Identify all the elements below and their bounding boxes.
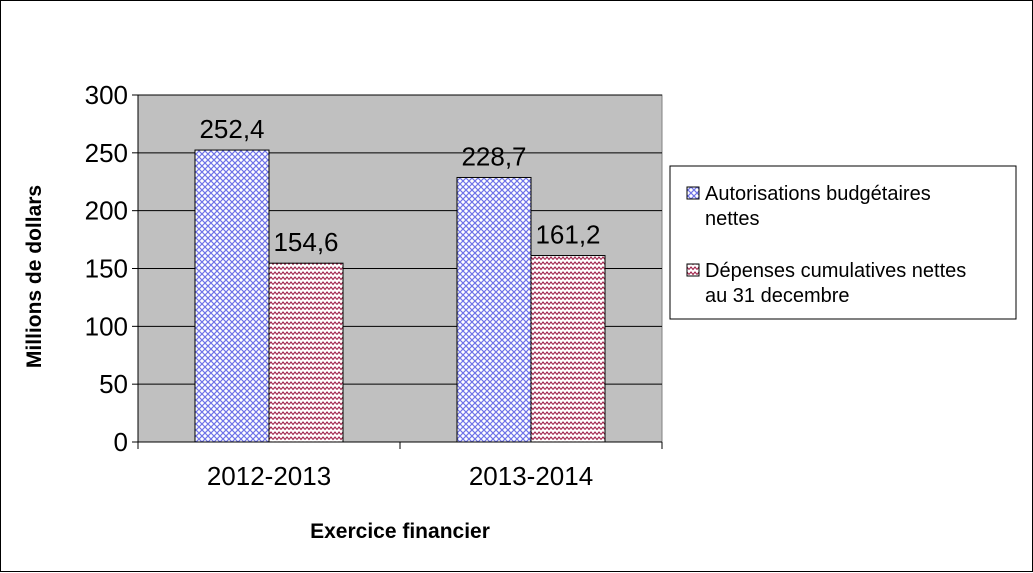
legend-swatch	[686, 263, 700, 277]
y-tick-label: 150	[85, 254, 128, 284]
bar-depenses[interactable]	[268, 262, 344, 443]
x-tick-label: 2013-2014	[469, 461, 593, 491]
data-label: 252,4	[199, 114, 264, 144]
x-axis-title: Exercice financier	[310, 520, 490, 543]
legend-label: Dépenses cumulatives nettes	[705, 260, 966, 282]
legend-box	[669, 165, 1017, 320]
y-tick-label: 0	[114, 427, 128, 457]
data-label: 154,6	[273, 227, 338, 257]
y-tick-label: 250	[85, 138, 128, 168]
y-tick-label: 300	[85, 80, 128, 110]
bar-autorisations[interactable]	[194, 149, 270, 443]
data-label: 161,2	[535, 220, 600, 250]
y-tick-label: 100	[85, 311, 128, 341]
legend-swatch	[686, 186, 700, 200]
legend-label: nettes	[705, 208, 759, 230]
y-tick-label: 200	[85, 196, 128, 226]
data-label: 228,7	[461, 141, 526, 171]
bar-depenses[interactable]	[530, 255, 606, 443]
bar-autorisations[interactable]	[456, 176, 532, 443]
legend-label: Autorisations budgétaires	[705, 183, 931, 205]
y-axis-title: Millions de dollars	[23, 185, 46, 368]
legend-label: au 31 decembre	[705, 285, 850, 307]
x-tick-label: 2012-2013	[207, 461, 331, 491]
y-tick-label: 50	[99, 369, 128, 399]
